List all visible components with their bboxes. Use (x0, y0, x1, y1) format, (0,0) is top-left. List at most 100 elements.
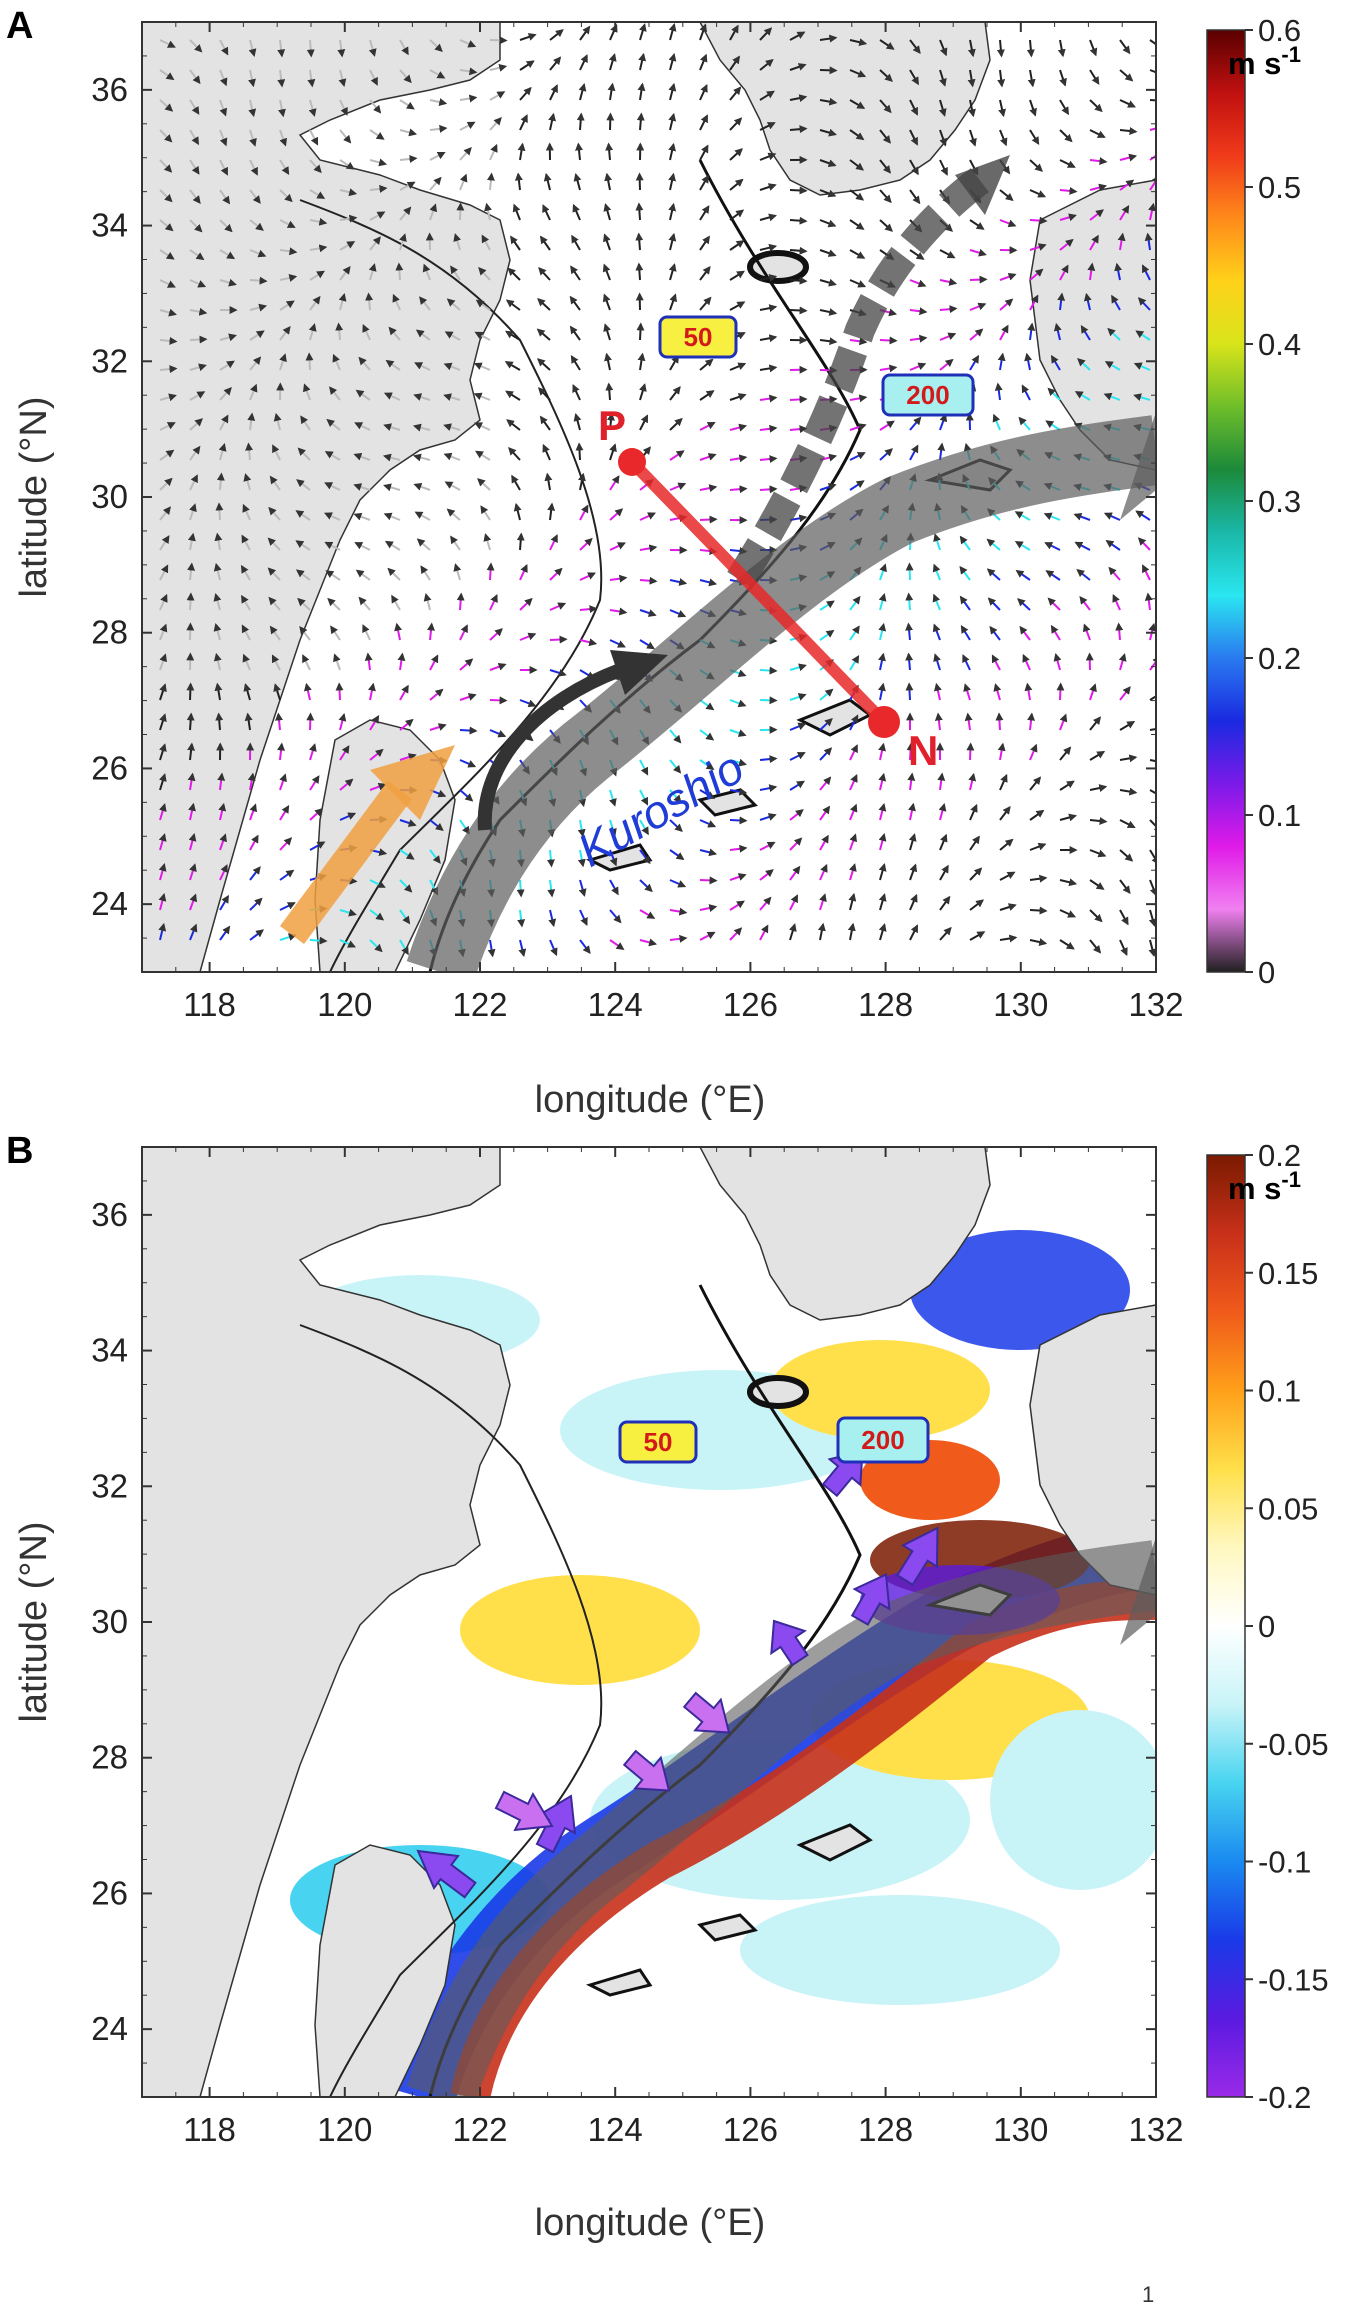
colorbar-tick-label: -0.2 (1258, 2080, 1311, 2115)
velocity-vector (760, 700, 776, 701)
velocity-vector (1030, 220, 1046, 221)
colorbar-tick-label: 0.4 (1258, 327, 1301, 362)
y-tick-label: 34 (91, 207, 128, 244)
x-tick-label: 128 (858, 2111, 913, 2148)
panel-a-colorbar-unit: m s-1 (1228, 42, 1301, 81)
velocity-vector (790, 190, 806, 191)
colorbar-tick-label: 0.1 (1258, 798, 1301, 833)
velocity-vector (880, 340, 896, 341)
panel-a-letter: A (6, 5, 33, 47)
velocity-vector (760, 670, 776, 671)
velocity-vector (909, 594, 910, 610)
velocity-vector (190, 594, 191, 610)
velocity-vector (909, 564, 910, 580)
panel-a-ylabel: latitude (°N) (13, 396, 55, 597)
velocity-vector (760, 489, 776, 490)
x-tick-label: 132 (1128, 2111, 1183, 2148)
velocity-vector (520, 534, 521, 550)
velocity-vector (730, 489, 746, 490)
panel-a-colorbar (1207, 30, 1245, 972)
panel-a: A (6, 5, 1301, 1121)
colorbar-tick-label: 0.15 (1258, 1256, 1318, 1291)
panel-a-colorbar-ticks: 0.60.50.40.30.20.10 (1245, 13, 1301, 990)
y-tick-label: 26 (91, 749, 128, 786)
velocity-vector (639, 204, 640, 220)
panel-a-xlabel: longitude (°E) (535, 1079, 766, 1121)
velocity-vector (219, 714, 220, 730)
panel-b-letter: B (6, 1130, 33, 1172)
velocity-vector (310, 40, 311, 56)
panel-a-map: P N Kuroshio 50 200 (142, 22, 1180, 972)
velocity-vector (790, 250, 806, 251)
y-tick-label: 32 (91, 1467, 128, 1504)
y-tick-label: 30 (91, 1603, 128, 1640)
velocity-vector (580, 114, 581, 130)
panel-b-ylabel: latitude (°N) (13, 1521, 55, 1722)
panel-b: B (6, 1130, 1329, 2244)
velocity-vector (250, 280, 266, 281)
velocity-vector (790, 220, 806, 221)
x-tick-label: 130 (993, 986, 1048, 1023)
velocity-vector (490, 40, 506, 41)
velocity-vector (460, 730, 476, 731)
panel-b-map: 50 200 (142, 1147, 1180, 2097)
velocity-vector (190, 684, 191, 700)
y-tick-label: 30 (91, 478, 128, 515)
x-tick-label: 126 (723, 2111, 778, 2148)
colorbar-tick-label: 0.3 (1258, 484, 1301, 519)
velocity-vector (640, 580, 656, 581)
velocity-vector (909, 684, 910, 700)
velocity-vector (820, 70, 836, 71)
velocity-vector (399, 264, 400, 280)
velocity-vector (700, 880, 716, 881)
y-tick-label: 24 (91, 2010, 128, 2047)
x-tick-label: 132 (1128, 986, 1183, 1023)
velocity-vector (220, 474, 221, 490)
colorbar-tick-label: -0.05 (1258, 1727, 1329, 1762)
velocity-vector (310, 714, 311, 730)
y-tick-label: 24 (91, 885, 128, 922)
jeju-island-b (750, 1378, 806, 1406)
velocity-vector (1030, 40, 1031, 56)
velocity-vector (940, 309, 956, 310)
x-tick-label: 130 (993, 2111, 1048, 2148)
velocity-vector (490, 700, 506, 701)
velocity-vector (700, 519, 716, 520)
y-tick-label: 36 (91, 71, 128, 108)
colorbar-tick-label: 0.2 (1258, 641, 1301, 676)
isobath-label-50-a: 50 (684, 322, 713, 352)
jeju-island-a (750, 253, 806, 281)
velocity-vector (550, 639, 566, 640)
colorbar-tick-label: 0 (1258, 955, 1275, 990)
velocity-vector (790, 280, 806, 281)
x-tick-label: 124 (588, 986, 643, 1023)
x-tick-label: 120 (317, 2111, 372, 2148)
x-tick-label: 126 (723, 986, 778, 1023)
point-p-label: P (598, 402, 626, 449)
velocity-vector (460, 204, 461, 220)
isobath-label-200-b: 200 (861, 1425, 904, 1455)
velocity-vector (639, 264, 640, 280)
colorbar-tick-label: 0 (1258, 1609, 1275, 1644)
colorbar-tick-label: 0.1 (1258, 1374, 1301, 1409)
y-tick-label: 28 (91, 614, 128, 651)
y-tick-label: 34 (91, 1332, 128, 1369)
x-tick-label: 120 (317, 986, 372, 1023)
y-tick-label: 32 (91, 342, 128, 379)
x-tick-label: 122 (452, 986, 507, 1023)
velocity-vector (1030, 910, 1046, 911)
isobath-label-200-a: 200 (906, 380, 949, 410)
isobath-label-50-b: 50 (644, 1427, 673, 1457)
y-tick-label: 26 (91, 1874, 128, 1911)
velocity-vector (309, 354, 310, 370)
velocity-vector (970, 279, 986, 280)
panel-b-colorbar (1207, 1155, 1245, 2097)
velocity-vector (909, 654, 910, 670)
velocity-vector (1150, 100, 1166, 101)
x-tick-label: 118 (183, 2111, 236, 2148)
x-tick-label: 128 (858, 986, 913, 1023)
point-p-marker (618, 448, 646, 476)
velocity-vector (640, 114, 641, 130)
